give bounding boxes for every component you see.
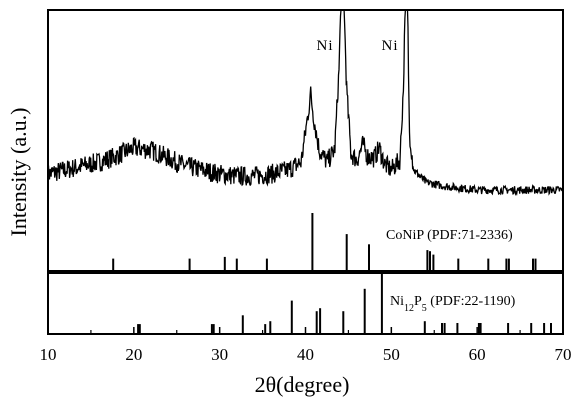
reference-1-label: CoNiP (PDF:71-2336)	[386, 228, 513, 243]
x-tick-label-70: 70	[555, 345, 572, 364]
x-tick-label-30: 30	[211, 345, 228, 364]
x-axis-title: 2θ(degree)	[255, 372, 350, 397]
x-tick-label-20: 20	[125, 345, 142, 364]
ref2-p: P	[414, 294, 422, 309]
reference-1-sticks	[112, 213, 537, 270]
ref2-ni-sub: 12	[404, 303, 414, 314]
plot-frame	[47, 9, 564, 335]
x-tick-label-10: 10	[40, 345, 57, 364]
measured-pattern-line	[47, 9, 563, 197]
x-tick-label-40: 40	[297, 345, 314, 364]
x-tick-label-50: 50	[383, 345, 400, 364]
ref2-pdf: (PDF:22-1190)	[427, 294, 516, 309]
reference-2-sticks	[137, 274, 552, 333]
ni-peak-label-2: Ni	[382, 38, 399, 54]
x-tick-label-60: 60	[469, 345, 486, 364]
ni-peak-label-1: Ni	[317, 38, 334, 54]
reference-2-label: Ni12P5 (PDF:22-1190)	[390, 294, 516, 314]
y-axis-title: Intensity (a.u.)	[6, 108, 31, 237]
x-ticks: 10 20 30 40 50 60 70	[40, 327, 572, 364]
measured-pattern-layer	[47, 9, 563, 197]
ref2-p-sub: 5	[422, 303, 427, 314]
ref2-ni: Ni	[390, 294, 404, 309]
